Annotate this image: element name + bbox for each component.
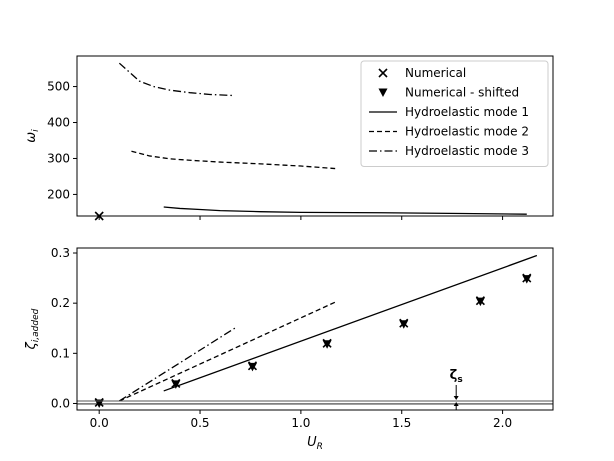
hydroelastic-mode-2-line — [119, 301, 336, 402]
y-axis-label: ζi,added — [24, 308, 41, 350]
legend-box — [360, 60, 549, 167]
axes-frame — [76, 247, 554, 411]
hydroelastic-mode-3-line — [119, 326, 237, 402]
x-axis-label: UR — [307, 435, 323, 452]
legend-label: Hydroelastic mode 2 — [405, 125, 529, 139]
numerical-shifted-point — [522, 275, 532, 284]
hydroelastic-mode-3-line — [118, 62, 235, 97]
numerical-shifted-point — [399, 320, 409, 329]
y-tick-label: 0.0 — [51, 396, 70, 410]
x-tick-label: 2.0 — [493, 416, 512, 430]
legend-item: Hydroelastic mode 3 — [369, 144, 529, 158]
legend-triangle-marker — [378, 88, 388, 97]
y-tick-label: 500 — [47, 80, 70, 94]
x-tick-label: 1.0 — [291, 416, 310, 430]
y-tick-label: 400 — [47, 116, 70, 130]
y-tick-label: 200 — [47, 187, 70, 201]
legend-label: Hydroelastic mode 3 — [405, 144, 529, 158]
axes-frame — [76, 55, 554, 217]
x-tick-label: 0.5 — [190, 416, 209, 430]
top-panel: 200 300 400 500 ωi — [24, 55, 554, 221]
legend-label: Numerical - shifted — [405, 86, 519, 100]
numerical-shifted-point — [247, 362, 257, 372]
arrow-down-head — [453, 395, 459, 400]
legend-x-marker — [378, 68, 388, 78]
arrow-up-head — [453, 401, 459, 406]
y-tick-label: 300 — [47, 151, 70, 165]
bottom-panel: 0.0 0.1 0.2 0.3 0.0 0.5 1.0 1.5 2.0 ζi,added UR ζs — [24, 246, 554, 452]
numerical-shifted-point — [322, 340, 332, 349]
hydroelastic-mode-1-line — [163, 254, 538, 392]
numerical-shifted-point — [475, 297, 485, 307]
legend-item: Numerical - shifted — [378, 86, 519, 100]
y-tick-label: 0.1 — [51, 346, 70, 360]
x-tick-label: 1.5 — [392, 416, 411, 430]
legend-item: Hydroelastic mode 1 — [369, 105, 529, 119]
y-tick-label: 0.2 — [51, 296, 70, 310]
legend-label: Numerical — [405, 66, 466, 80]
y-tick-label: 0.3 — [51, 246, 70, 260]
x-tick-label: 0.0 — [90, 416, 109, 430]
hydroelastic-mode-1-line — [163, 206, 527, 215]
numerical-shifted-point — [171, 380, 181, 389]
legend-item: Hydroelastic mode 2 — [369, 125, 529, 139]
legend-item: Numerical — [378, 66, 466, 80]
hydroelastic-mode-2-line — [131, 150, 336, 170]
legend: Numerical Numerical - shifted Hydroelastic… — [360, 60, 549, 167]
legend-label: Hydroelastic mode 1 — [405, 105, 529, 119]
zeta-s-label: ζs — [450, 368, 463, 385]
y-axis-label: ωi — [24, 129, 41, 143]
